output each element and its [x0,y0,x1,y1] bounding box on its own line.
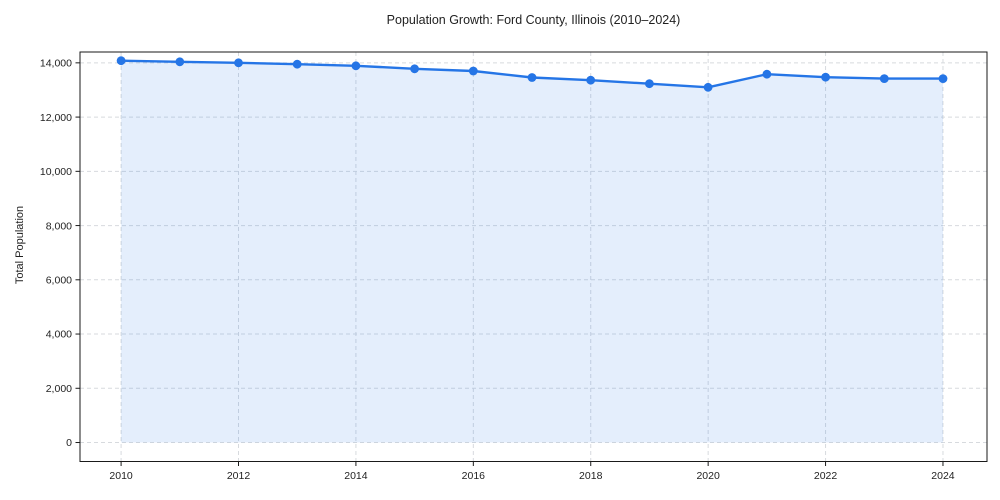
y-axis-label: Total Population [14,205,26,285]
data-point [292,59,302,69]
plot-border [79,51,988,462]
plot-area-background [80,52,987,462]
y-tick-label: 0 [66,437,72,449]
x-tick-label: 2018 [579,470,603,482]
data-point [175,57,185,67]
y-tick-label: 2,000 [46,383,72,395]
y-tick-label: 14,000 [40,58,72,70]
data-point [645,79,654,89]
data-point [821,72,830,82]
data-point [703,82,713,92]
data-point [468,66,478,76]
x-tick-label: 2010 [109,470,133,482]
y-tick-label: 8,000 [46,220,72,232]
y-tick-label: 6,000 [46,275,72,287]
y-tick-label: 12,000 [40,112,72,124]
data-point [351,61,361,71]
x-tick-label: 2024 [931,470,955,482]
data-point [410,64,419,74]
data-point [116,56,126,66]
data-point [234,58,243,68]
data-point [879,74,889,83]
chart-title: Population Growth: Ford County, Illinois… [386,13,681,27]
x-tick-label: 2022 [814,470,838,482]
data-point [762,69,772,79]
x-tick-label: 2014 [344,470,368,482]
x-tick-label: 2012 [227,470,251,482]
data-point [938,74,948,83]
population-area-fill [121,60,944,443]
x-tick-label: 2020 [696,470,720,482]
x-tick-label: 2016 [462,470,486,482]
y-tick-label: 4,000 [46,329,72,341]
data-point [586,75,596,85]
data-point [527,73,537,82]
y-tick-label: 10,000 [40,166,72,178]
